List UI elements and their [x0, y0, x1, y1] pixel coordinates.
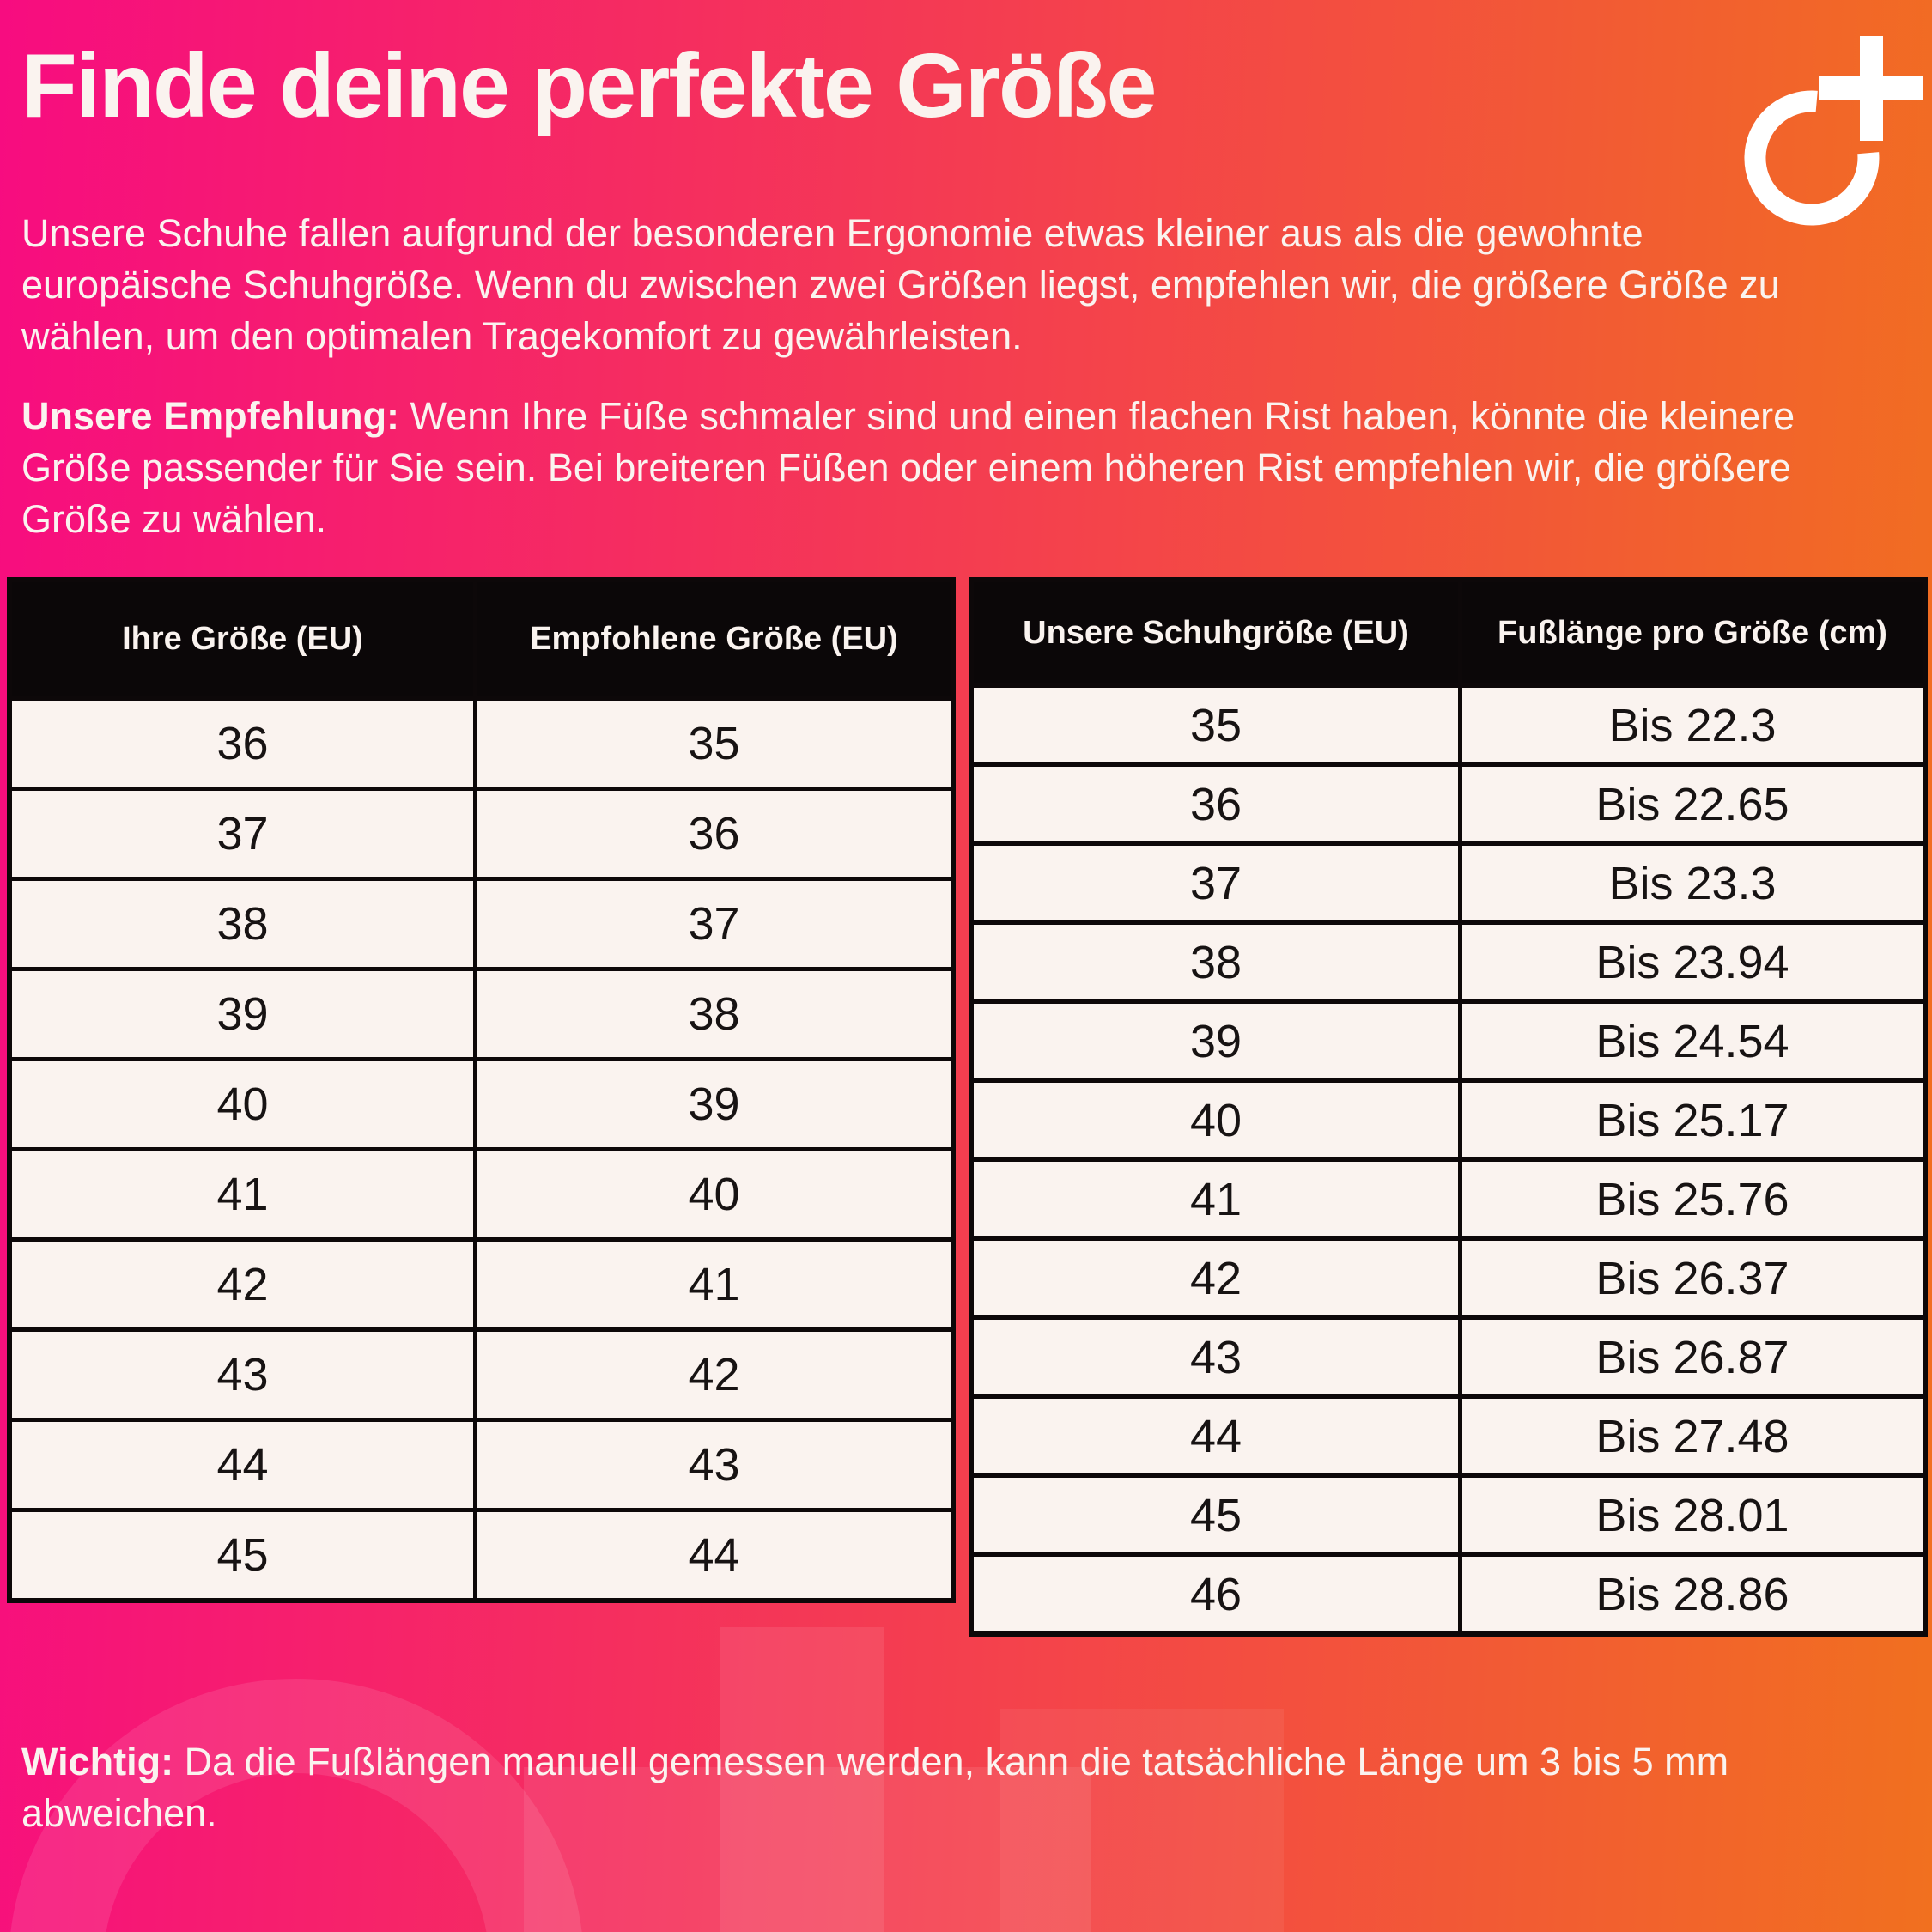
table-cell: 37	[7, 787, 477, 881]
important-note-body: Da die Fußlängen manuell gemessen werden…	[21, 1740, 1729, 1835]
column-header-your-size: Ihre Größe (EU)	[7, 577, 477, 701]
table-cell: 38	[969, 920, 1462, 1004]
table-cell: Bis 23.3	[1458, 841, 1928, 925]
table-cell: Bis 26.87	[1458, 1315, 1928, 1399]
table-cell: 41	[969, 1157, 1462, 1241]
table-row: 44 Bis 27.48	[969, 1394, 1928, 1478]
table-row: 36 35	[7, 696, 956, 791]
size-conversion-table: Ihre Größe (EU) Empfohlene Größe (EU) 36…	[7, 577, 956, 1603]
table-cell: 40	[473, 1147, 956, 1242]
table-cell: 39	[7, 967, 477, 1061]
table-row: 42 Bis 26.37	[969, 1236, 1928, 1320]
table-cell: 45	[969, 1473, 1462, 1557]
table-row: 46 Bis 28.86	[969, 1552, 1928, 1637]
table-cell: 37	[969, 841, 1462, 925]
recommendation-text: Unsere Empfehlung: Wenn Ihre Füße schmal…	[21, 391, 1803, 545]
table-row: 44 43	[7, 1418, 956, 1512]
important-note-label: Wichtig:	[21, 1740, 174, 1783]
table-cell: 40	[7, 1057, 477, 1151]
important-note: Wichtig: Da die Fußlängen manuell gemess…	[21, 1736, 1876, 1839]
foot-length-table: Unsere Schuhgröße (EU) Fußlänge pro Größ…	[969, 577, 1928, 1637]
table-header-row: Unsere Schuhgröße (EU) Fußlänge pro Größ…	[969, 577, 1928, 688]
table-row: 40 Bis 25.17	[969, 1078, 1928, 1162]
table-cell: 43	[473, 1418, 956, 1512]
table-cell: 36	[7, 696, 477, 791]
table-cell: Bis 22.3	[1458, 683, 1928, 767]
table-row: 41 40	[7, 1147, 956, 1242]
table-cell: 44	[473, 1508, 956, 1603]
table-row: 45 44	[7, 1508, 956, 1603]
table-row: 45 Bis 28.01	[969, 1473, 1928, 1557]
table-cell: Bis 28.86	[1458, 1552, 1928, 1637]
column-header-recommended-size: Empfohlene Größe (EU)	[473, 577, 956, 701]
circle-plus-logo-icon	[1744, 36, 1923, 226]
table-cell: Bis 24.54	[1458, 999, 1928, 1083]
table-cell: Bis 23.94	[1458, 920, 1928, 1004]
recommendation-label: Unsere Empfehlung:	[21, 394, 400, 438]
table-row: 40 39	[7, 1057, 956, 1151]
table-cell: 45	[7, 1508, 477, 1603]
table-header-row: Ihre Größe (EU) Empfohlene Größe (EU)	[7, 577, 956, 701]
table-cell: Bis 27.48	[1458, 1394, 1928, 1478]
table-cell: 36	[473, 787, 956, 881]
table-cell: 44	[7, 1418, 477, 1512]
recommendation-body: Wenn Ihre Füße schmaler sind und einen f…	[21, 394, 1795, 541]
table-cell: 37	[473, 877, 956, 971]
table-cell: Bis 25.17	[1458, 1078, 1928, 1162]
table-cell: 39	[473, 1057, 956, 1151]
table-row: 43 42	[7, 1327, 956, 1422]
table-cell: 35	[969, 683, 1462, 767]
table-row: 37 Bis 23.3	[969, 841, 1928, 925]
table-cell: 41	[7, 1147, 477, 1242]
table-row: 43 Bis 26.87	[969, 1315, 1928, 1399]
table-cell: 41	[473, 1237, 956, 1332]
table-cell: 38	[7, 877, 477, 971]
table-cell: 42	[969, 1236, 1462, 1320]
table-cell: Bis 26.37	[1458, 1236, 1928, 1320]
table-row: 39 Bis 24.54	[969, 999, 1928, 1083]
table-cell: Bis 28.01	[1458, 1473, 1928, 1557]
table-cell: 40	[969, 1078, 1462, 1162]
table-row: 41 Bis 25.76	[969, 1157, 1928, 1241]
table-cell: 43	[969, 1315, 1462, 1399]
table-row: 38 37	[7, 877, 956, 971]
column-header-foot-length: Fußlänge pro Größe (cm)	[1458, 577, 1928, 688]
intro-text: Unsere Schuhe fallen aufgrund der besond…	[21, 211, 1780, 358]
table-cell: 44	[969, 1394, 1462, 1478]
table-row: 35 Bis 22.3	[969, 683, 1928, 767]
table-row: 39 38	[7, 967, 956, 1061]
table-cell: Bis 25.76	[1458, 1157, 1928, 1241]
table-cell: 35	[473, 696, 956, 791]
table-cell: 42	[473, 1327, 956, 1422]
table-cell: 39	[969, 999, 1462, 1083]
table-cell: 46	[969, 1552, 1462, 1637]
table-row: 42 41	[7, 1237, 956, 1332]
table-cell: 38	[473, 967, 956, 1061]
table-row: 37 36	[7, 787, 956, 881]
table-row: 36 Bis 22.65	[969, 762, 1928, 846]
page-title: Finde deine perfekte Größe	[21, 35, 1157, 137]
table-cell: Bis 22.65	[1458, 762, 1928, 846]
table-cell: 36	[969, 762, 1462, 846]
table-cell: 43	[7, 1327, 477, 1422]
table-cell: 42	[7, 1237, 477, 1332]
table-row: 38 Bis 23.94	[969, 920, 1928, 1004]
column-header-our-shoe-size: Unsere Schuhgröße (EU)	[969, 577, 1462, 688]
